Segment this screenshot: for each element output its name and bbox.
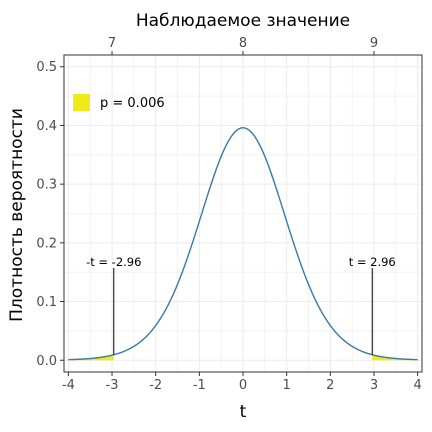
x-tick-label: -1: [193, 378, 206, 393]
right-tail-area: [372, 354, 418, 361]
top-tick-label: 8: [239, 36, 247, 51]
x-tick-label: -2: [149, 378, 162, 393]
x-tick-label: 3: [370, 378, 378, 393]
y-tick-label: 0.2: [36, 236, 57, 251]
shaded-tails: [68, 354, 418, 361]
left-tail-area: [68, 354, 114, 361]
top-tick-label: 7: [108, 36, 116, 51]
legend-key: [73, 94, 90, 111]
y-tick-label: 0.5: [36, 60, 57, 75]
y-tick-label: 0.1: [36, 295, 57, 310]
axes: -4 -3 -2 -1 0 1 2 3 4 0.0 0.1 0.2 0.3 0.4 0.5 7 8 9: [36, 36, 421, 393]
annotation-label: t = 2.96: [349, 255, 396, 269]
y-axis-title: Плотность вероятности: [7, 108, 27, 322]
top-tick-label: 9: [370, 36, 378, 51]
top-axis-title: Наблюдаемое значение: [136, 11, 350, 31]
y-tick-label: 0.4: [36, 119, 57, 134]
x-tick-label: 1: [283, 378, 291, 393]
x-tick-label: 0: [239, 378, 247, 393]
grid: [64, 55, 422, 372]
x-tick-label: 2: [326, 378, 334, 393]
legend-label: p = 0.006: [100, 96, 165, 111]
x-tick-label: -4: [62, 378, 75, 393]
x-axis-title: t: [240, 402, 247, 422]
annotation-label: -t = -2.96: [86, 255, 141, 269]
y-tick-label: 0.3: [36, 178, 57, 193]
x-tick-label: -3: [106, 378, 119, 393]
density-curve: [68, 127, 418, 361]
legend: p = 0.006: [73, 94, 165, 111]
annotations: -t = -2.96 t = 2.96: [86, 255, 396, 355]
x-tick-label: 4: [413, 378, 421, 393]
density-curve-group: [68, 127, 418, 361]
y-tick-label: 0.0: [36, 354, 57, 369]
